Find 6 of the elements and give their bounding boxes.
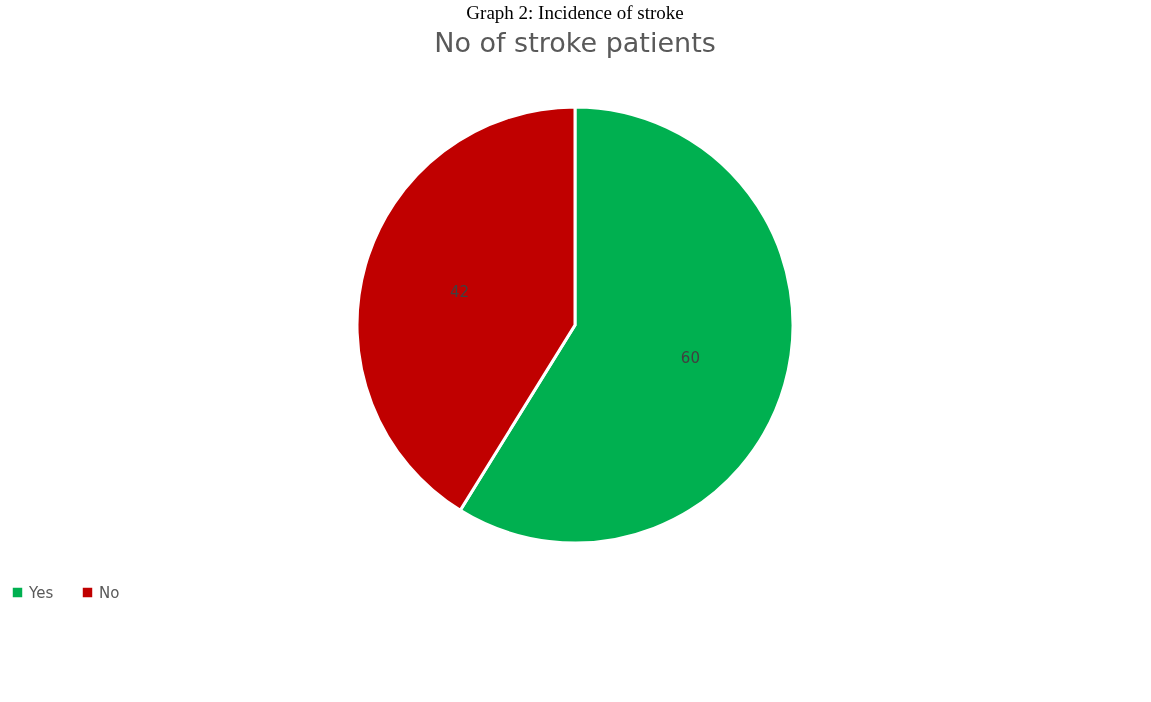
data-label: 60 [680,348,700,367]
legend-label: Yes [28,583,54,602]
data-label: 42 [450,283,470,302]
chart-subtitle: No of stroke patients [434,27,716,58]
legend-label: No [99,583,120,602]
chart-title: Graph 2: Incidence of stroke [466,2,684,23]
